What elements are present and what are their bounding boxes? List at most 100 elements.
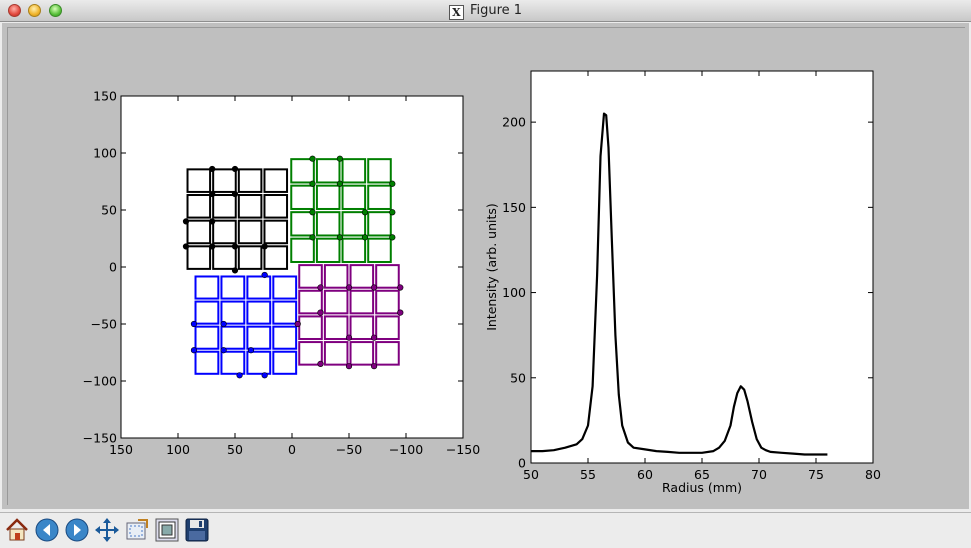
corner-point	[370, 363, 378, 370]
y-tick-label: 50	[101, 203, 117, 218]
corner-point	[389, 234, 396, 241]
detector-map-axes-background	[120, 95, 464, 439]
x-tick-label: −50	[336, 442, 362, 457]
x-tick-label: 50	[523, 467, 539, 482]
x-tick-label: 75	[808, 467, 824, 482]
x-tick-label: 150	[109, 442, 133, 457]
module-square	[375, 341, 400, 366]
corner-point	[345, 363, 353, 370]
left-arrow-icon[interactable]	[34, 517, 60, 543]
module-square	[349, 341, 375, 366]
module-square	[237, 245, 263, 270]
y-tick-label: 50	[510, 370, 526, 385]
corner-point	[261, 372, 268, 379]
module-square	[323, 264, 349, 289]
y-tick-label: 100	[502, 285, 526, 300]
corner-point	[220, 320, 227, 328]
corner-point	[309, 155, 316, 162]
corner-point	[336, 155, 343, 162]
corner-point	[261, 243, 268, 250]
move-arrows-icon[interactable]	[94, 517, 120, 543]
y-tick-label: 150	[93, 89, 117, 104]
module-square	[194, 350, 220, 375]
corner-point	[389, 180, 396, 187]
module-square	[298, 341, 323, 366]
module-square	[186, 245, 212, 270]
module-square	[237, 219, 263, 245]
module-square	[298, 264, 323, 289]
corner-point	[389, 209, 396, 216]
y-tick-label: 200	[502, 115, 526, 130]
module-square	[263, 168, 289, 193]
module-square	[323, 341, 349, 366]
subplots-icon[interactable]	[154, 517, 180, 543]
module-square	[375, 315, 400, 340]
x-tick-label: 0	[288, 442, 296, 457]
module-square	[367, 237, 392, 263]
minimize-window-button[interactable]	[28, 4, 41, 17]
y-tick-label: −50	[91, 317, 117, 332]
module-square	[246, 350, 272, 375]
corner-point	[236, 372, 243, 379]
corner-point	[247, 347, 255, 354]
x-tick-label: 100	[166, 442, 190, 457]
module-square	[194, 300, 220, 325]
corner-point	[336, 180, 343, 187]
corner-point	[231, 243, 239, 250]
intensity-line	[531, 112, 828, 456]
corner-point	[190, 347, 198, 354]
x-tick-label: 50	[227, 442, 243, 457]
corner-point	[209, 190, 216, 198]
module-square	[349, 289, 375, 315]
corner-point	[190, 320, 198, 328]
corner-point	[209, 243, 216, 250]
module-square	[237, 168, 263, 193]
corner-point	[182, 218, 190, 225]
close-window-button[interactable]	[8, 4, 21, 17]
x-tick-label: 60	[637, 467, 653, 482]
x-tick-label: −100	[389, 442, 423, 457]
corner-point	[209, 165, 216, 173]
intensity-axes-background	[530, 70, 874, 464]
y-tick-label: 150	[502, 200, 526, 215]
corner-point	[220, 347, 227, 354]
module-square	[341, 237, 367, 263]
module-square	[349, 264, 375, 289]
module-square	[186, 194, 212, 219]
zoom-rect-icon[interactable]	[124, 517, 150, 543]
corner-point	[182, 243, 190, 250]
module-square	[263, 194, 289, 219]
module-square	[367, 184, 392, 210]
y-tick-label: −100	[83, 374, 117, 389]
module-square	[212, 219, 237, 245]
corner-point	[336, 234, 343, 241]
module-square	[194, 275, 220, 300]
module-square	[290, 184, 315, 210]
home-icon[interactable]	[4, 517, 30, 543]
module-square	[298, 315, 323, 340]
right-arrow-icon[interactable]	[64, 517, 90, 543]
module-square	[367, 211, 392, 237]
zoom-window-button[interactable]	[49, 4, 62, 17]
module-square	[272, 300, 298, 325]
module-square	[220, 300, 246, 325]
module-square	[220, 350, 246, 375]
x-tick-label: 65	[694, 467, 710, 482]
corner-point	[317, 309, 324, 316]
y-tick-label: −150	[83, 431, 117, 446]
module-square	[315, 184, 341, 210]
floppy-disk-icon[interactable]	[184, 517, 210, 543]
module-square	[341, 211, 367, 237]
module-square	[212, 194, 237, 219]
intensity-ylabel: Intensity (arb. units)	[484, 203, 499, 331]
corner-point	[370, 284, 378, 291]
module-square	[341, 158, 367, 184]
corner-point	[309, 180, 316, 187]
figure-svg: 150 100 50 0 −50 −100 −150150100500−50−100−150…	[83, 70, 881, 495]
figure-canvas[interactable]: 150 100 50 0 −50 −100 −150 150 100 50 0 −50 −100 −150…	[7, 27, 965, 505]
corner-point	[309, 209, 316, 216]
module-square	[290, 211, 315, 237]
corner-point	[317, 360, 324, 368]
module-square	[367, 158, 392, 184]
